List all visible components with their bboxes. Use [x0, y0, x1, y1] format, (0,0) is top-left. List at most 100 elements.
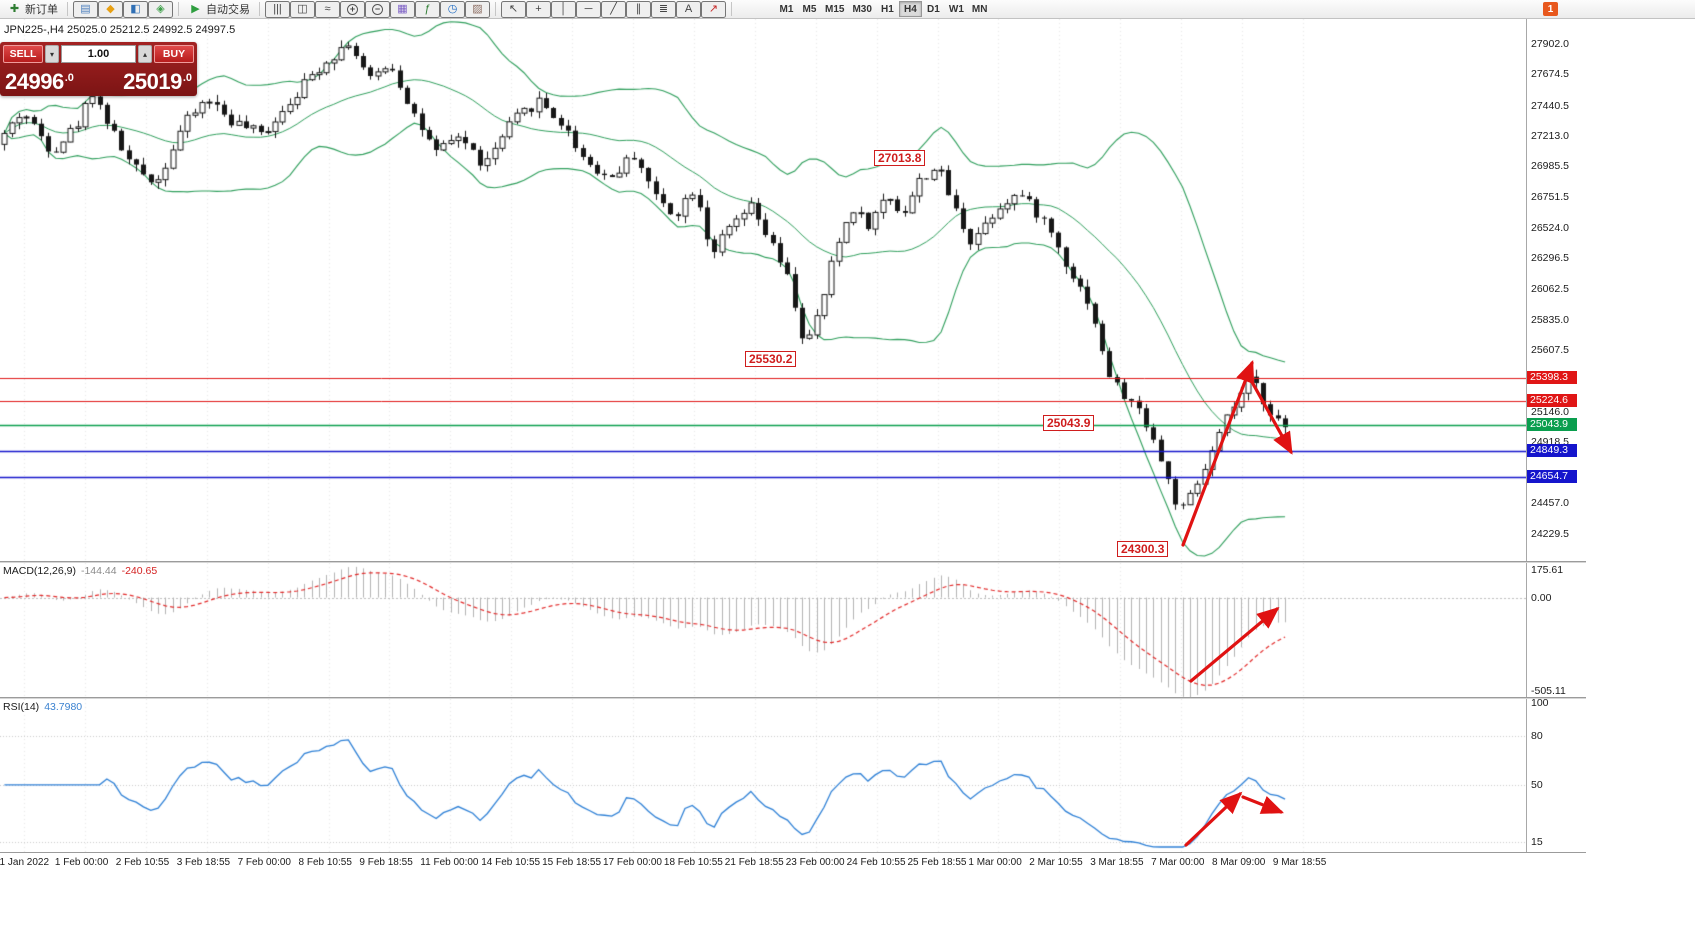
- fibonacci-icon[interactable]: ≣: [651, 0, 676, 18]
- time-label: 7 Feb 00:00: [237, 857, 291, 868]
- macd-signal-value: -240.65: [121, 565, 158, 577]
- buy-button[interactable]: BUY: [154, 45, 194, 63]
- new-order-button[interactable]: ✚ 新订单: [3, 1, 62, 18]
- time-label: 9 Feb 18:55: [359, 857, 413, 868]
- system-icon-group: ▤ ◆ ◧ ◈: [73, 0, 173, 18]
- trendline-icon[interactable]: ╱: [601, 0, 626, 18]
- timeframe-button-D1[interactable]: D1: [922, 1, 945, 17]
- price-tick: 27440.5: [1531, 99, 1569, 112]
- rsi-title: RSI(14): [3, 701, 40, 713]
- arrow-tools-icon[interactable]: ↗: [701, 0, 726, 18]
- time-label: 17 Feb 00:00: [603, 857, 662, 868]
- timeframe-button-M1[interactable]: M1: [775, 1, 798, 17]
- buy-price: 25019: [123, 69, 182, 94]
- volume-decrease-button[interactable]: ▾: [45, 45, 59, 63]
- price-callout[interactable]: 24300.3: [1117, 541, 1169, 557]
- sell-price-button[interactable]: 24996 .0: [5, 71, 74, 93]
- price-callout[interactable]: 25530.2: [745, 351, 797, 367]
- candlestick-mode-icon[interactable]: ◫: [290, 0, 315, 18]
- cursor-icon[interactable]: ↖: [501, 0, 526, 18]
- price-level-badge: 25398.3: [1527, 370, 1577, 384]
- toolbar-separator: [67, 2, 68, 16]
- price-level-badge: 25043.9: [1527, 418, 1577, 432]
- profiles-icon[interactable]: ◆: [98, 0, 123, 18]
- trade-panel-price-row: 24996 .0 25019 .0: [3, 65, 194, 93]
- periods-icon[interactable]: ◷: [440, 0, 465, 18]
- rsi-axis-label: 80: [1531, 729, 1543, 742]
- timeframe-button-H1[interactable]: H1: [876, 1, 899, 17]
- buy-price-button[interactable]: 25019 .0: [123, 71, 192, 93]
- trade-panel-top-row: SELL ▾ ▴ BUY: [3, 45, 194, 63]
- vertical-line-icon[interactable]: │: [551, 0, 576, 18]
- volume-input[interactable]: [61, 45, 136, 63]
- price-tick: 27674.5: [1531, 68, 1569, 81]
- price-tick: 26985.5: [1531, 160, 1569, 173]
- sell-button[interactable]: SELL: [3, 45, 43, 63]
- time-label: 14 Feb 10:55: [481, 857, 541, 868]
- time-label: 2 Feb 10:55: [115, 857, 170, 868]
- horizontal-line-icon[interactable]: ─: [576, 0, 601, 18]
- volume-increase-button[interactable]: ▴: [138, 45, 152, 63]
- templates-icon[interactable]: ▨: [465, 0, 490, 18]
- price-tick: 26062.5: [1531, 283, 1569, 296]
- tile-windows-icon[interactable]: ▦: [390, 0, 415, 18]
- channel-icon[interactable]: ∥: [626, 0, 651, 18]
- zoom-out-icon[interactable]: −: [365, 0, 390, 18]
- market-watch-icon[interactable]: ◧: [123, 0, 148, 18]
- timeframe-button-W1[interactable]: W1: [945, 1, 968, 17]
- new-order-icon: ✚: [9, 2, 20, 15]
- time-label: 8 Feb 10:55: [298, 857, 352, 868]
- macd-indicator-label: MACD(12,26,9) -144.44 -240.65: [3, 565, 162, 577]
- autotrade-button[interactable]: ▶ 自动交易: [184, 1, 254, 18]
- price-tick: 25835.0: [1531, 313, 1569, 326]
- time-label: 31 Jan 2022: [0, 857, 50, 868]
- navigator-icon[interactable]: ◈: [148, 0, 173, 18]
- timeframe-button-M5[interactable]: M5: [798, 1, 821, 17]
- rsi-value: 43.7980: [44, 701, 83, 713]
- buy-price-fraction: .0: [182, 72, 192, 84]
- time-label: 3 Feb 18:55: [176, 857, 231, 868]
- rsi-axis-label: 15: [1531, 836, 1543, 849]
- price-chart-canvas[interactable]: [0, 19, 1526, 561]
- timeframe-group: M1 M5 M15 M30 H1 H4 D1 W1 MN: [775, 1, 991, 17]
- macd-axis-min-label: -505.11: [1531, 685, 1566, 697]
- rsi-panel-canvas[interactable]: [0, 699, 1526, 852]
- notification-badge[interactable]: 1: [1543, 2, 1558, 16]
- text-icon[interactable]: A: [676, 0, 701, 18]
- price-tick: 26524.0: [1531, 221, 1569, 234]
- bar-chart-mode-icon[interactable]: |||: [265, 0, 290, 18]
- rsi-indicator-label: RSI(14) 43.7980: [3, 701, 87, 713]
- toolbar-separator: [178, 2, 179, 16]
- price-callout[interactable]: 27013.8: [874, 150, 926, 166]
- time-label: 24 Feb 10:55: [846, 857, 906, 868]
- price-axis[interactable]: 27902.0 27674.5 27440.5 27213.0 26985.5 26751…: [1526, 0, 1586, 875]
- autotrade-label: 自动交易: [206, 4, 250, 16]
- timeframe-button-M15[interactable]: M15: [821, 1, 848, 17]
- macd-axis-max-label: 175.61: [1531, 564, 1564, 576]
- toolbar-separator: [495, 2, 496, 16]
- panel-separator[interactable]: [0, 697, 1586, 699]
- macd-panel-canvas[interactable]: [0, 563, 1526, 697]
- price-tick: 27213.0: [1531, 129, 1569, 142]
- timeframe-button-MN[interactable]: MN: [968, 1, 992, 17]
- new-chart-icon[interactable]: ▤: [73, 0, 98, 18]
- time-label: 11 Feb 00:00: [420, 857, 479, 868]
- panel-separator[interactable]: [0, 561, 1586, 563]
- price-callout[interactable]: 25043.9: [1043, 415, 1095, 431]
- timeframe-button-M30[interactable]: M30: [848, 1, 875, 17]
- crosshair-icon[interactable]: +: [526, 0, 551, 18]
- symbol-ohlc-info: JPN225-,H4 25025.0 25212.5 24992.5 24997…: [4, 24, 236, 36]
- price-axis-border: [1526, 19, 1527, 853]
- chart-icon-group: ||| ◫ ≈ + − ▦: [265, 0, 490, 18]
- timeframe-button-H4[interactable]: H4: [898, 1, 922, 17]
- sell-price-fraction: .0: [64, 72, 74, 84]
- zoom-in-icon[interactable]: +: [340, 0, 365, 18]
- price-tick: 24229.5: [1531, 527, 1569, 540]
- main-toolbar: ✚ 新订单 ▤ ◆ ◧ ◈: [0, 0, 1695, 19]
- toolbar-separator: [731, 2, 732, 16]
- line-chart-mode-icon[interactable]: ≈: [315, 0, 340, 18]
- price-tick: 24457.0: [1531, 497, 1569, 510]
- indicators-icon[interactable]: ƒ: [415, 0, 440, 18]
- time-axis[interactable]: 31 Jan 2022 1 Feb 00:00 2 Feb 10:55 3 Feb 1…: [0, 853, 1695, 875]
- time-label: 2 Mar 10:55: [1029, 857, 1083, 868]
